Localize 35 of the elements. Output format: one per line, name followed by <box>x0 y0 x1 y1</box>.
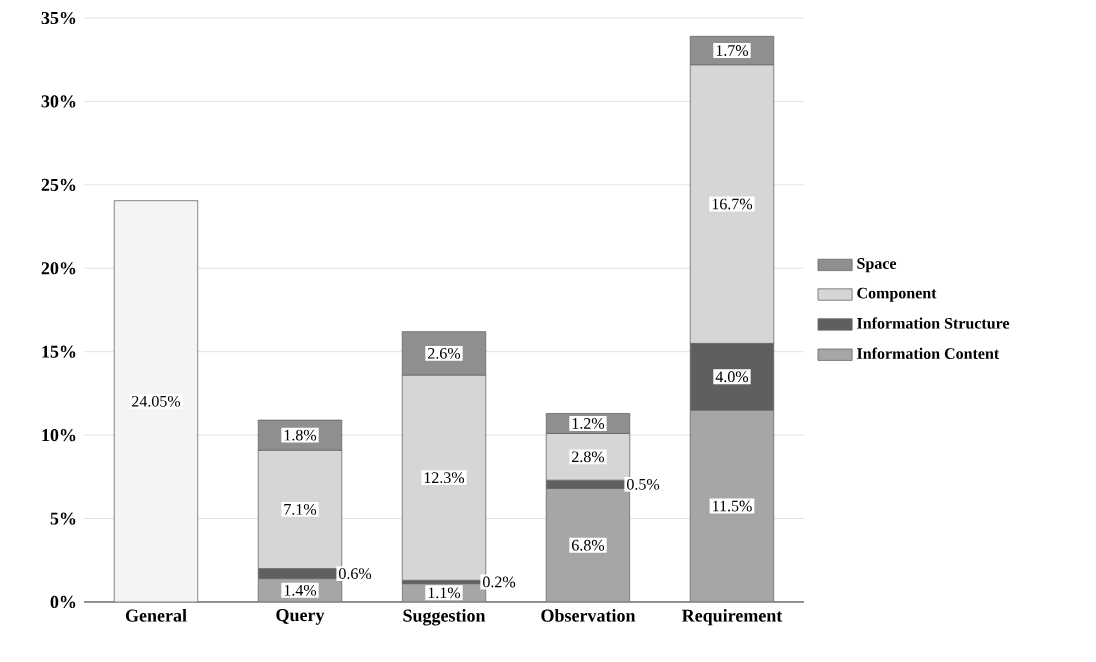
bar <box>113 200 199 602</box>
y-tick-label: 30% <box>41 95 76 108</box>
y-tick-label: 0% <box>50 595 76 609</box>
data-label: 4.0% <box>715 371 749 383</box>
data-label: 0.5% <box>626 478 660 490</box>
data-label: 16.7% <box>712 198 753 210</box>
data-label: 0.6% <box>339 568 372 580</box>
y-tick-label: 25% <box>41 178 76 191</box>
data-label: 11.5% <box>713 500 752 512</box>
data-label: 2.6% <box>428 347 461 359</box>
x-tick-label: Requirement <box>681 609 783 626</box>
y-tick-label: 35% <box>41 11 76 25</box>
y-tick-label: 20% <box>41 262 76 275</box>
data-label: 7.1% <box>284 503 317 515</box>
y-tick-label: 5% <box>50 512 76 525</box>
y-tick-label: 10% <box>42 429 76 442</box>
data-label: 1.1% <box>428 587 461 599</box>
x-tick-label: Suggestion <box>403 609 486 626</box>
data-label: 24.05% <box>132 395 181 407</box>
data-label: 1.7% <box>716 45 749 56</box>
data-label: 12.3% <box>424 472 465 484</box>
x-tick-label: Observation <box>541 609 636 622</box>
data-label: 1.8% <box>284 429 317 441</box>
data-label: 6.8% <box>572 539 605 551</box>
data-label: 0.2% <box>483 576 516 588</box>
legend-label: Space <box>857 258 897 273</box>
y-tick-label: 15% <box>42 345 76 358</box>
data-label: 1.4% <box>284 584 317 596</box>
legend-label: Information Structure <box>857 317 1010 329</box>
data-label: 1.2% <box>572 418 605 429</box>
legend-label: Information Content <box>857 347 1000 360</box>
x-tick-label: Query <box>276 609 325 625</box>
x-tick-label: General <box>125 609 187 622</box>
legend-label: Component <box>857 287 937 302</box>
data-label: 2.8% <box>572 451 605 463</box>
